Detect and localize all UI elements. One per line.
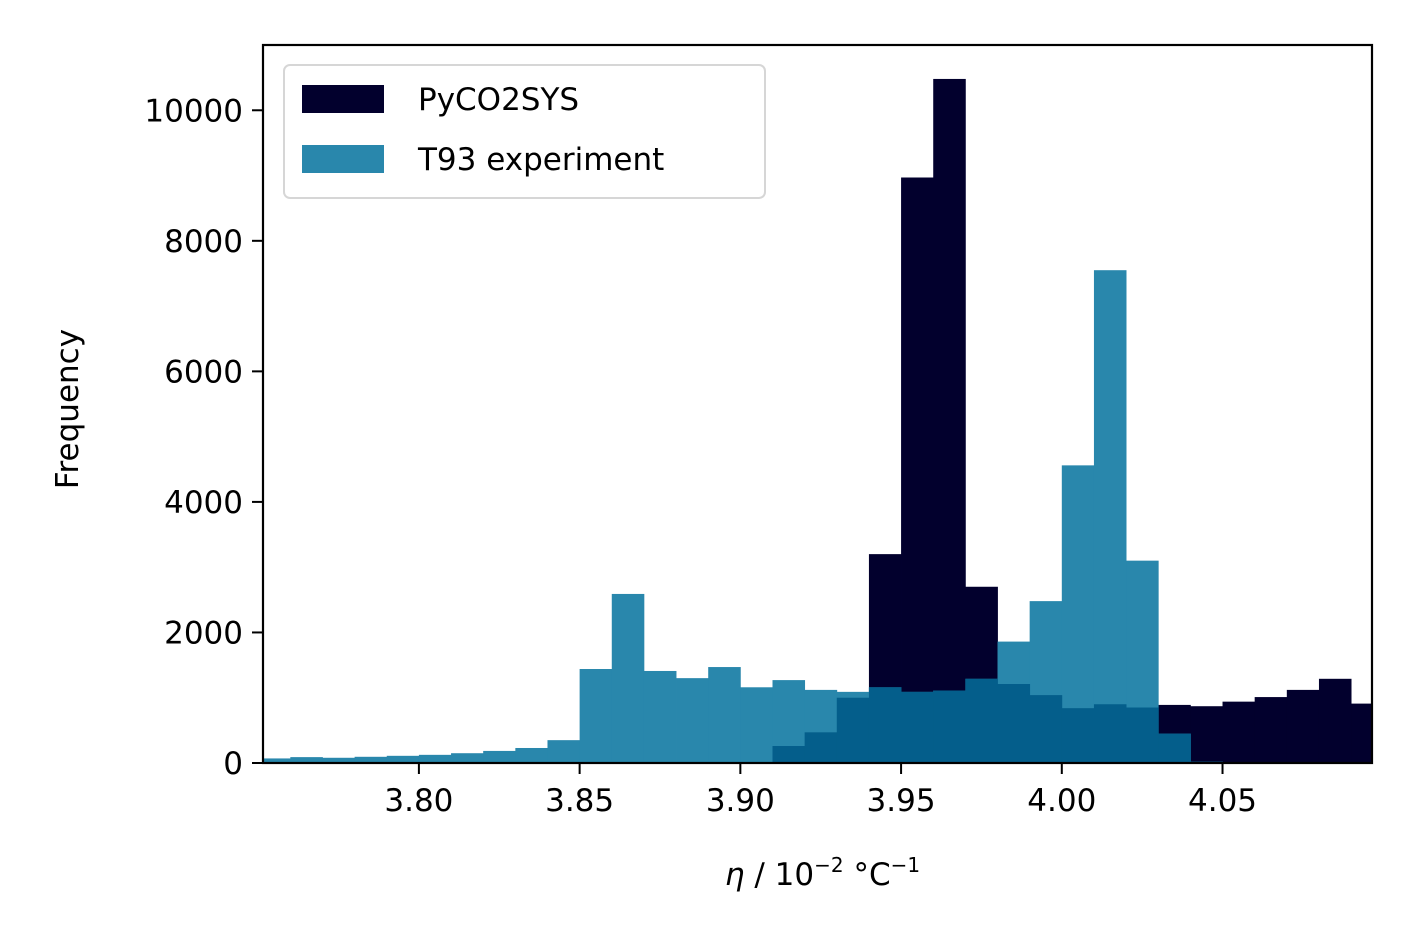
plot-frame — [261, 43, 1374, 765]
bar-t93-experiment — [386, 755, 420, 763]
x-axis-label-text: / 10 — [745, 857, 815, 893]
bar-overlap — [772, 746, 806, 763]
bar-overlap — [804, 732, 838, 763]
y-tick-label: 0 — [223, 746, 243, 782]
bar-t93-experiment — [354, 756, 388, 763]
bar-pyco2sys — [1190, 706, 1223, 763]
bar-t93-experiment — [322, 757, 356, 763]
y-tick-label: 2000 — [164, 615, 243, 651]
bar-overlap — [836, 697, 870, 763]
bar-overlap — [997, 684, 1031, 763]
legend-label-t93-experiment: T93 experiment — [417, 142, 664, 178]
x-tick-label: 3.85 — [545, 783, 614, 819]
bar-t93-experiment — [1093, 270, 1127, 763]
bar-overlap — [965, 678, 998, 763]
bar-t93-experiment — [451, 753, 484, 763]
x-tick-label: 4.05 — [1188, 783, 1257, 819]
bar-t93-experiment — [547, 740, 581, 763]
y-tick-label: 10000 — [144, 93, 243, 129]
bar-pyco2sys — [1351, 703, 1373, 763]
y-tick-label: 8000 — [164, 224, 243, 260]
bar-overlap — [868, 687, 902, 763]
bar-overlap — [1126, 707, 1159, 763]
series-overlap — [772, 678, 1223, 763]
bar-pyco2sys — [933, 78, 966, 763]
bar-t93-experiment — [579, 669, 613, 763]
x-tick-label: 3.90 — [706, 783, 775, 819]
x-axis-label-exponent: −2 — [814, 853, 843, 877]
legend-box — [283, 64, 766, 199]
x-axis-label-symbol: η — [725, 857, 745, 893]
bar-overlap — [901, 691, 934, 763]
bar-t93-experiment — [708, 667, 741, 763]
y-tick-label: 6000 — [164, 354, 243, 390]
bar-t93-experiment — [483, 750, 516, 763]
y-axis: 0 2000 4000 6000 8000 10000 — [144, 93, 263, 782]
x-tick-label: 3.95 — [867, 783, 936, 819]
bar-pyco2sys — [1222, 701, 1256, 763]
y-tick-label: 4000 — [164, 485, 243, 521]
bar-overlap — [1158, 733, 1191, 763]
x-axis: 3.80 3.85 3.90 3.95 4.00 4.05 — [384, 763, 1257, 819]
bar-t93-experiment — [418, 754, 452, 763]
bar-t93-experiment — [740, 687, 773, 763]
legend-label-pyco2sys: PyCO2SYS — [418, 82, 579, 118]
x-axis-label-unit: °C — [844, 857, 891, 893]
bar-pyco2sys — [901, 177, 934, 763]
bar-t93-experiment — [290, 757, 323, 763]
bar-pyco2sys — [1318, 678, 1352, 763]
bar-overlap — [933, 690, 966, 763]
x-axis-label-unit-exponent: −1 — [891, 853, 920, 877]
bar-t93-experiment — [263, 758, 291, 763]
legend-swatch-t93-experiment — [302, 145, 384, 173]
bar-overlap — [1029, 695, 1063, 763]
bar-t93-experiment — [643, 670, 677, 763]
bars-layer — [263, 78, 1373, 763]
bar-t93-experiment — [515, 747, 548, 763]
y-axis-label: Frequency — [50, 329, 86, 489]
x-axis-label: η / 10−2 °C−1 — [725, 853, 920, 893]
bar-overlap — [1061, 708, 1095, 763]
series-t93-experiment — [263, 270, 1223, 763]
x-tick-label: 4.00 — [1027, 783, 1096, 819]
x-tick-label: 3.80 — [384, 783, 453, 819]
bar-t93-experiment — [611, 593, 645, 763]
bar-overlap — [1093, 704, 1127, 763]
bar-pyco2sys — [1254, 697, 1288, 763]
bar-pyco2sys — [1286, 689, 1320, 763]
bar-t93-experiment — [676, 678, 709, 763]
legend: PyCO2SYS T93 experiment — [283, 64, 766, 199]
legend-swatch-pyco2sys — [302, 85, 384, 113]
